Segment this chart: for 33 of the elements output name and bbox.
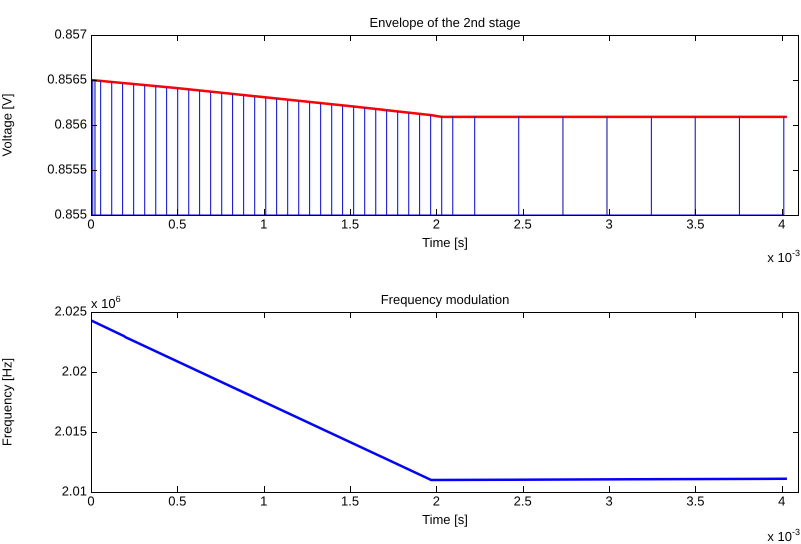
x-tick-label: 2.5: [514, 216, 532, 232]
x-tick-label: 2.5: [514, 493, 532, 508]
chart-title: Envelope of the 2nd stage: [369, 15, 521, 30]
y-tick-label: 0.8555: [47, 162, 87, 177]
y-axis-title: Voltage [V]: [0, 94, 14, 156]
x-tick-label: 3.5: [686, 493, 704, 508]
x-tick-label: 3: [605, 216, 613, 232]
x-tick-label: 1.5: [340, 216, 360, 232]
y-tick-label: 0.855: [54, 206, 87, 222]
x-tick-label: 2: [432, 493, 440, 508]
y-tick-label: 2.015: [54, 424, 87, 439]
x-tick-label: 4: [778, 216, 786, 232]
y-tick-label: 0.857: [54, 26, 87, 42]
x-tick-label: 0: [87, 216, 95, 232]
x-tick-label: 1: [260, 216, 268, 232]
x-axis-title: Time [s]: [422, 234, 468, 250]
x-tick-label: 2: [432, 216, 440, 232]
y-tick-label: 0.856: [54, 116, 87, 132]
y-tick-label: 0.8565: [47, 72, 87, 87]
x-tick-label: 1.5: [340, 493, 360, 508]
chart-title: Frequency modulation: [380, 292, 510, 308]
y-tick-label: 2.01: [62, 484, 87, 499]
x-tick-label: 4: [778, 493, 786, 508]
x-tick-label: 0.5: [168, 216, 186, 232]
y-axis-title: Frequency [Hz]: [0, 358, 14, 446]
y-tick-label: 2.02: [62, 364, 87, 379]
x-tick-label: 0: [87, 493, 95, 508]
x-tick-label: 3.5: [686, 216, 704, 232]
x-tick-label: 1: [260, 493, 268, 508]
y-tick-label: 2.025: [54, 304, 87, 319]
x-axis-title: Time [s]: [422, 512, 468, 527]
x-tick-label: 0.5: [168, 493, 186, 508]
x-tick-label: 3: [605, 493, 613, 508]
